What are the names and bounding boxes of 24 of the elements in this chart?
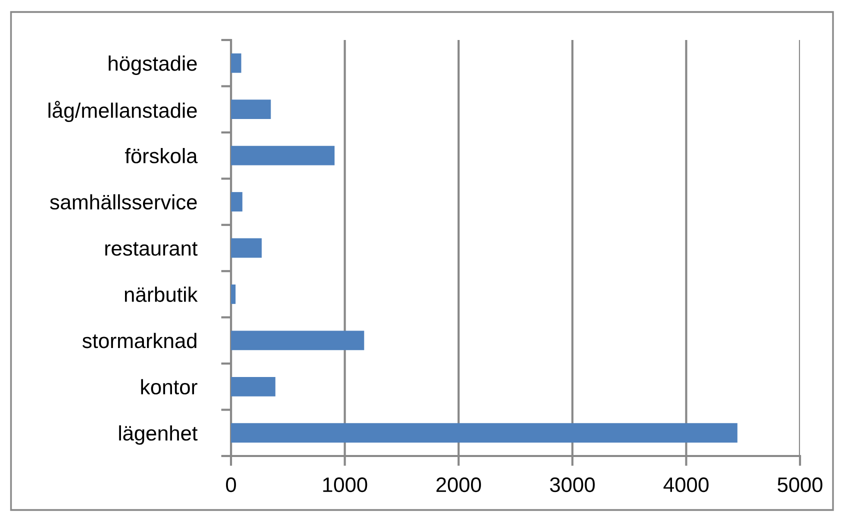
y-tick-label: låg/mellanstadie xyxy=(48,100,197,122)
y-tick-label: förskola xyxy=(125,148,198,164)
y-tick-label: lägenhet xyxy=(119,425,198,445)
bar xyxy=(231,330,364,350)
x-tick-label: 2000 xyxy=(436,477,481,492)
bar xyxy=(231,284,236,304)
bar xyxy=(231,53,242,73)
x-tick-label: 3000 xyxy=(550,477,595,492)
y-tick-label: högstadie xyxy=(108,56,197,75)
bar xyxy=(231,146,335,166)
bar xyxy=(231,376,276,396)
y-tick-label: stormarknad xyxy=(82,332,196,348)
y-tick-label: restaurant xyxy=(105,242,198,256)
y-tick-label: närbutik xyxy=(124,286,198,302)
x-tick-label: 5000 xyxy=(778,477,822,492)
bar xyxy=(231,423,738,443)
x-tick-label: 1000 xyxy=(323,477,368,492)
y-tick-label: kontor xyxy=(141,379,198,394)
x-tick-label: 4000 xyxy=(664,477,709,492)
x-tick-label: 0 xyxy=(226,477,236,492)
bar xyxy=(231,238,262,258)
y-tick-label: samhällsservice xyxy=(50,194,197,210)
bar xyxy=(231,100,271,120)
bar xyxy=(231,192,242,212)
